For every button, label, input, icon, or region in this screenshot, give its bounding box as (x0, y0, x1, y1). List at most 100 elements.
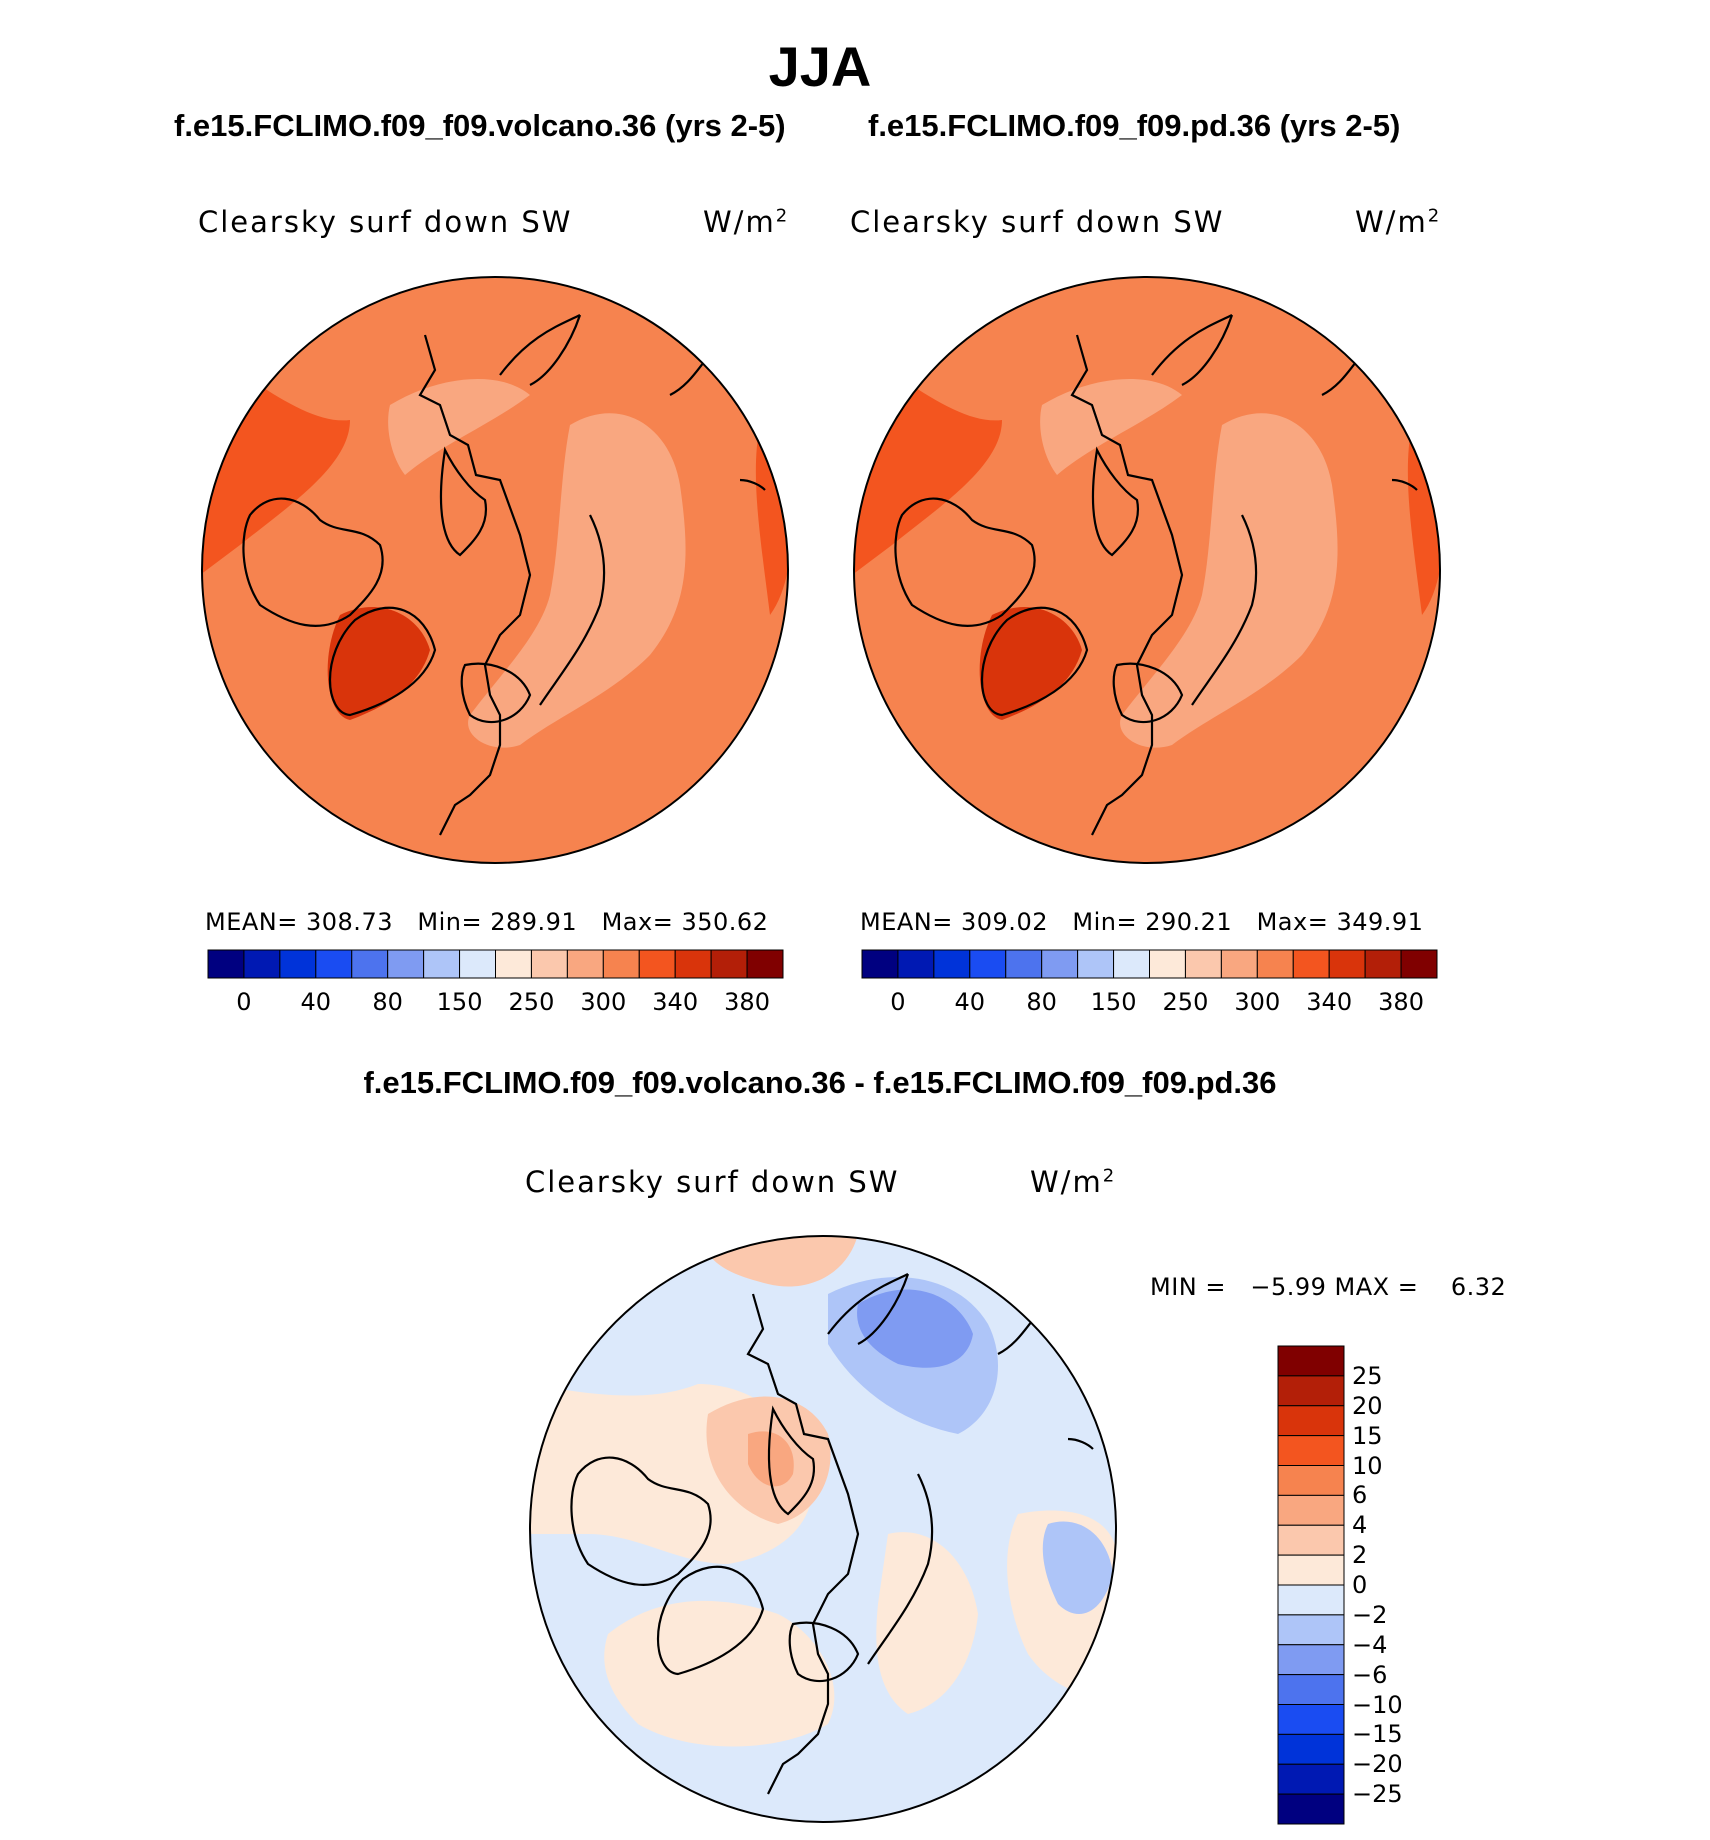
colorbar-tick-label: −2 (1352, 1600, 1388, 1629)
var-label-right: Clearsky surf down SW (850, 205, 1225, 239)
colorbar-tick-label: 300 (1234, 988, 1281, 1016)
map-difference (529, 1235, 1117, 1823)
colorbar-ticks-right: 0 40 80 150 250 300 340 380 (862, 988, 1437, 1020)
colorbar-swatch (243, 949, 281, 979)
colorbar-tick-label: 0 (236, 988, 252, 1016)
colorbar-swatch (1277, 1704, 1345, 1735)
case-title-left: f.e15.FCLIMO.f09_f09.volcano.36 (yrs 2-5… (174, 108, 786, 143)
var-label-diff: Clearsky surf down SW (525, 1165, 900, 1199)
colorbar-diff (1277, 1345, 1345, 1825)
colorbar-tick-label: 2 (1352, 1541, 1368, 1570)
colorbar-tick-label: 4 (1352, 1511, 1368, 1540)
colorbar-swatch (1256, 949, 1294, 979)
colorbar-swatch (351, 949, 389, 979)
map-region-low (468, 413, 686, 748)
map-pd (853, 276, 1441, 864)
map-region-max (979, 607, 1082, 720)
colorbar-swatch (1277, 1375, 1345, 1407)
colorbar-tick-label: 300 (580, 988, 627, 1016)
map-region-neg-strong (857, 1289, 973, 1368)
colorbar-swatch (1113, 949, 1150, 979)
colorbar-tick-label: 40 (300, 988, 332, 1016)
colorbar-swatch (602, 949, 640, 979)
colorbar-swatch (1328, 949, 1366, 979)
colorbar-swatch (566, 949, 604, 979)
map-region-neg (1042, 1521, 1113, 1614)
colorbar-tick-label: 0 (1352, 1571, 1368, 1599)
stats-left: MEAN= 308.73 Min= 289.91 Max= 350.62 (205, 908, 769, 936)
map-region-pos (876, 1532, 978, 1714)
map-region-max (327, 607, 430, 720)
colorbar-left (207, 949, 784, 979)
colorbar-tick-label: −10 (1352, 1690, 1403, 1719)
map-region-pos-strong (748, 1431, 794, 1487)
colorbar-tick-label: 80 (372, 988, 403, 1016)
colorbar-swatch (1277, 1763, 1345, 1795)
colorbar-swatch (1277, 1494, 1345, 1526)
colorbar-tick-label: 380 (724, 988, 770, 1016)
var-label-left: Clearsky surf down SW (198, 205, 573, 239)
colorbar-swatch (1400, 949, 1438, 979)
colorbar-swatch (315, 949, 353, 979)
colorbar-tick-label: 250 (508, 988, 555, 1016)
colorbar-swatch (1277, 1644, 1345, 1676)
colorbar-swatch (1041, 949, 1079, 979)
colorbar-swatch (459, 949, 496, 979)
colorbar-tick-label: 10 (1352, 1451, 1383, 1480)
map-region-low (388, 378, 530, 475)
colorbar-ticks-left: 0 40 80 150 250 300 340 380 (208, 988, 783, 1020)
diff-minmax: MIN = −5.99 MAX = 6.32 (1150, 1273, 1507, 1301)
colorbar-swatch (1277, 1584, 1345, 1616)
colorbar-swatch (1277, 1465, 1345, 1496)
map-boundary (853, 276, 1441, 864)
map-fill-base (854, 277, 1440, 863)
colorbar-swatch (423, 949, 461, 979)
colorbar-tick-label: 250 (1162, 988, 1209, 1016)
map-region-pos (604, 1600, 835, 1747)
colorbar-tick-label: 80 (1026, 988, 1057, 1016)
colorbar-tick-label: −6 (1352, 1660, 1388, 1689)
coastlines (894, 314, 1418, 836)
colorbar-ticks-diff: 25 20 15 10 6 4 2 0 −2 −4 −6 −10 −15 −20 −25 (1352, 1346, 1432, 1826)
colorbar-tick-label: −25 (1352, 1780, 1403, 1809)
colorbar-swatch (1220, 949, 1258, 979)
stats-right: MEAN= 309.02 Min= 290.21 Max= 349.91 (860, 908, 1424, 936)
colorbar-swatch (1277, 1793, 1345, 1825)
colorbar-swatch (861, 949, 899, 979)
season-title: JJA (768, 35, 872, 98)
map-fill-base (202, 277, 788, 863)
colorbar-swatch (933, 949, 971, 979)
colorbar-swatch (1149, 949, 1186, 979)
colorbar-tick-label: −20 (1352, 1750, 1403, 1779)
coastlines (242, 314, 766, 836)
colorbar-swatch (1184, 949, 1222, 979)
colorbar-swatch (897, 949, 935, 979)
map-boundary (529, 1235, 1117, 1823)
colorbar-tick-label: 20 (1352, 1391, 1383, 1420)
colorbar-swatch (1364, 949, 1402, 979)
colorbar-swatch (1277, 1524, 1345, 1556)
colorbar-swatch (1277, 1733, 1345, 1765)
colorbar-swatch (674, 949, 712, 979)
colorbar-tick-label: −15 (1352, 1720, 1403, 1749)
map-boundary (201, 276, 789, 864)
colorbar-tick-label: 150 (436, 988, 483, 1016)
map-volcano (201, 276, 789, 864)
colorbar-swatch (387, 949, 425, 979)
colorbar-swatch (1277, 1405, 1345, 1437)
colorbar-swatch (1277, 1554, 1345, 1586)
colorbar-swatch (495, 949, 532, 979)
colorbar-swatch (279, 949, 317, 979)
colorbar-tick-label: 150 (1090, 988, 1137, 1016)
colorbar-swatch (1277, 1345, 1345, 1377)
units-label-diff: W/m2 (1030, 1165, 1117, 1199)
units-label-left: W/m2 (703, 205, 790, 239)
colorbar-swatch (638, 949, 676, 979)
colorbar-swatch (710, 949, 748, 979)
colorbar-swatch (746, 949, 784, 979)
colorbar-swatch (530, 949, 568, 979)
colorbar-tick-label: 25 (1352, 1361, 1383, 1390)
colorbar-right (861, 949, 1438, 979)
case-title-right: f.e15.FCLIMO.f09_f09.pd.36 (yrs 2-5) (868, 108, 1401, 143)
colorbar-swatch (207, 949, 245, 979)
